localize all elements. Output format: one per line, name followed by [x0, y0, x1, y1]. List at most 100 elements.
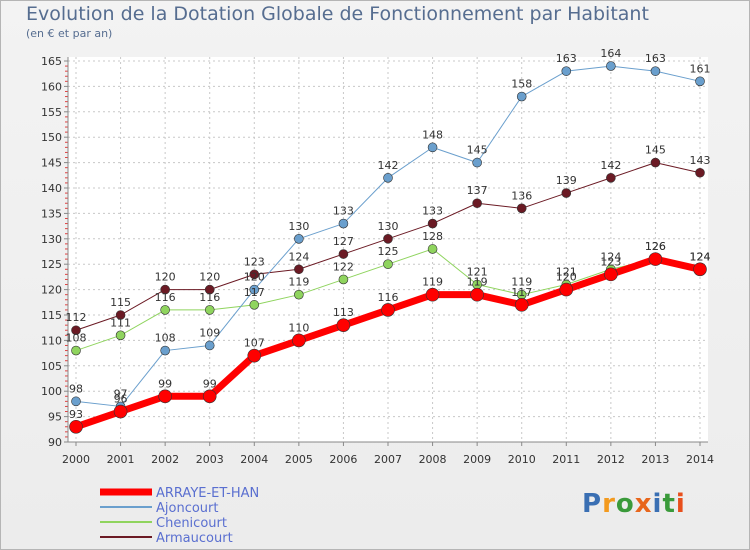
data-point-armaucourt — [561, 188, 572, 198]
data-label-armaucourt: 120 — [199, 271, 220, 284]
data-point-ajoncourt — [383, 173, 393, 183]
legend-label-chenicourt: Chenicourt — [156, 516, 227, 531]
data-label-chenicourt: 122 — [333, 260, 354, 273]
data-label-chenicourt: 121 — [556, 266, 577, 279]
legend-label-armaucourt: Armaucourt — [156, 531, 233, 546]
grid — [68, 57, 708, 443]
data-label-chenicourt: 119 — [511, 276, 532, 289]
data-point-arraye-et-han — [470, 287, 484, 302]
data-point-arraye-et-han — [292, 333, 306, 348]
x-tick-label: 2010 — [508, 453, 536, 466]
y-tick-label: 145 — [41, 157, 62, 170]
x-tick-label: 2000 — [62, 453, 90, 466]
data-point-chenicourt — [383, 259, 393, 270]
x-tick-label: 2013 — [641, 453, 669, 466]
data-label-chenicourt: 128 — [422, 230, 443, 243]
data-label-ajoncourt: 109 — [199, 326, 220, 339]
data-point-armaucourt — [427, 218, 438, 229]
y-tick-label: 150 — [41, 131, 62, 144]
data-label-arraye-et-han: 99 — [203, 377, 217, 390]
y-tick-label: 120 — [41, 284, 62, 297]
y-tick-label: 100 — [41, 385, 62, 398]
data-label-arraye-et-han: 117 — [511, 286, 532, 299]
legend-label-arraye-et-han: ARRAYE-ET-HAN — [156, 486, 259, 501]
data-point-armaucourt — [516, 203, 527, 214]
data-label-ajoncourt: 120 — [244, 271, 265, 284]
data-point-ajoncourt — [695, 76, 705, 87]
data-label-ajoncourt: 97 — [114, 387, 128, 400]
data-point-chenicourt — [115, 330, 126, 341]
proxiti-logo: Proxiti — [582, 489, 686, 519]
data-label-armaucourt: 115 — [110, 296, 131, 309]
data-label-ajoncourt: 161 — [690, 62, 711, 75]
data-point-ajoncourt — [338, 218, 349, 229]
data-label-armaucourt: 120 — [155, 271, 176, 284]
data-point-ajoncourt — [249, 284, 260, 295]
data-label-ajoncourt: 145 — [467, 144, 488, 157]
data-point-arraye-et-han — [514, 298, 529, 312]
logo-letter: i — [652, 489, 663, 519]
y-tick-label: 95 — [48, 411, 62, 424]
x-tick-label: 2002 — [151, 453, 179, 466]
data-label-armaucourt: 136 — [511, 189, 532, 202]
logo-letter: x — [634, 489, 653, 519]
chart-subtitle: (en € et par an) — [26, 27, 113, 40]
data-label-ajoncourt: 163 — [556, 52, 577, 65]
data-label-arraye-et-han: 96 — [114, 393, 128, 406]
data-point-chenicourt — [427, 244, 438, 254]
data-label-chenicourt: 108 — [66, 332, 87, 345]
data-point-armaucourt — [383, 234, 393, 244]
data-label-ajoncourt: 108 — [155, 332, 176, 345]
data-point-arraye-et-han — [158, 389, 172, 404]
data-label-ajoncourt: 133 — [333, 205, 354, 218]
x-tick-label: 2012 — [597, 453, 625, 466]
y-tick-label: 110 — [41, 334, 62, 347]
data-point-arraye-et-han — [69, 419, 83, 434]
data-label-armaucourt: 112 — [66, 311, 87, 324]
x-tick-label: 2006 — [329, 453, 357, 466]
data-point-armaucourt — [338, 249, 349, 259]
data-point-arraye-et-han — [648, 252, 663, 266]
chart-title: Evolution de la Dotation Globale de Fonc… — [26, 3, 649, 25]
data-point-arraye-et-han — [336, 318, 351, 332]
data-label-arraye-et-han: 120 — [556, 271, 577, 284]
data-point-armaucourt — [472, 198, 482, 209]
data-point-chenicourt — [160, 305, 170, 315]
data-point-arraye-et-han — [559, 282, 574, 297]
data-label-chenicourt: 119 — [288, 276, 309, 289]
data-label-arraye-et-han: 99 — [158, 377, 172, 390]
data-point-ajoncourt — [472, 157, 482, 168]
data-point-chenicourt — [204, 305, 215, 315]
data-point-ajoncourt — [650, 66, 661, 76]
logo-letter: r — [602, 489, 616, 519]
data-label-armaucourt: 137 — [467, 184, 488, 197]
data-point-chenicourt — [338, 274, 349, 285]
data-label-armaucourt: 139 — [556, 174, 577, 187]
data-label-arraye-et-han: 116 — [378, 291, 399, 304]
x-tick-label: 2009 — [463, 453, 491, 466]
data-point-ajoncourt — [294, 234, 304, 244]
data-label-arraye-et-han: 113 — [333, 306, 354, 319]
data-point-armaucourt — [294, 264, 304, 275]
x-tick-label: 2005 — [285, 453, 313, 466]
y-tick-label: 130 — [41, 233, 62, 246]
logo-letter: o — [615, 489, 635, 519]
data-point-arraye-et-han — [425, 287, 440, 302]
legend-label-ajoncourt: Ajoncourt — [156, 501, 218, 516]
data-label-chenicourt: 124 — [690, 250, 711, 263]
y-tick-label: 125 — [41, 258, 62, 271]
data-point-ajoncourt — [606, 61, 616, 71]
data-label-armaucourt: 133 — [422, 205, 443, 218]
data-point-armaucourt — [204, 284, 215, 295]
y-tick-label: 165 — [41, 55, 62, 68]
data-point-armaucourt — [71, 325, 81, 336]
data-label-arraye-et-han: 123 — [600, 255, 621, 268]
data-point-ajoncourt — [71, 396, 81, 407]
x-tick-label: 2004 — [240, 453, 268, 466]
x-tick-label: 2008 — [419, 453, 447, 466]
x-tick-label: 2003 — [196, 453, 224, 466]
data-point-armaucourt — [249, 269, 260, 280]
data-label-arraye-et-han: 93 — [69, 408, 83, 421]
data-label-arraye-et-han: 124 — [690, 250, 711, 263]
